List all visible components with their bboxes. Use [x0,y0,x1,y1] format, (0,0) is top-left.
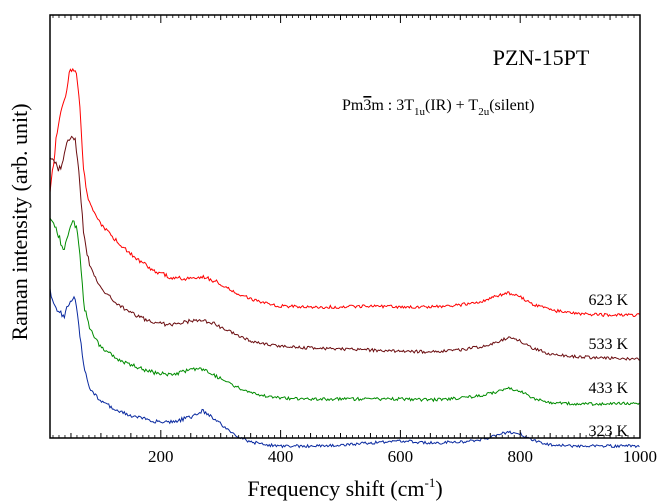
annotation-overlined-digit: 3 [363,97,371,114]
tick-layer: 200 400 600 800 1000 [52,15,657,466]
x-tick-label: 800 [507,447,533,466]
x-axis-label-sup: -1 [425,475,436,490]
symmetry-annotation: Pm3m : 3T1u(IR) + T2u(silent) [342,97,535,118]
x-axis-label-close: ) [435,476,442,501]
series-label-533-k: 533 K [588,336,628,353]
series-label-623-k: 623 K [588,292,628,309]
x-tick-label: 600 [388,447,414,466]
series-line-433-k [49,217,640,407]
plot-frame [49,14,641,439]
annotation-mid: (IR) + T [425,97,478,114]
annotation-suffix: m : 3T [371,97,414,114]
x-tick-label: 1000 [623,447,657,466]
series-label-433-k: 433 K [588,380,628,397]
series-line-623-k [49,67,640,318]
x-axis-label-text: Frequency shift (cm [247,476,424,501]
annotation-sub-2: 2u [478,106,490,118]
annotation-end: (silent) [489,97,534,114]
x-tick-label: 200 [148,447,174,466]
series-line-323-k [49,288,640,449]
x-axis-label: Frequency shift (cm-1) [247,475,442,501]
annotation-prefix: Pm [342,97,364,114]
annotation-sub-1: 1u [414,106,426,118]
chart-title: PZN-15PT [493,45,590,70]
series-line-533-k [49,135,640,361]
y-axis-label: Raman intensity (arb. unit) [7,103,32,340]
x-tick-label: 400 [268,447,294,466]
